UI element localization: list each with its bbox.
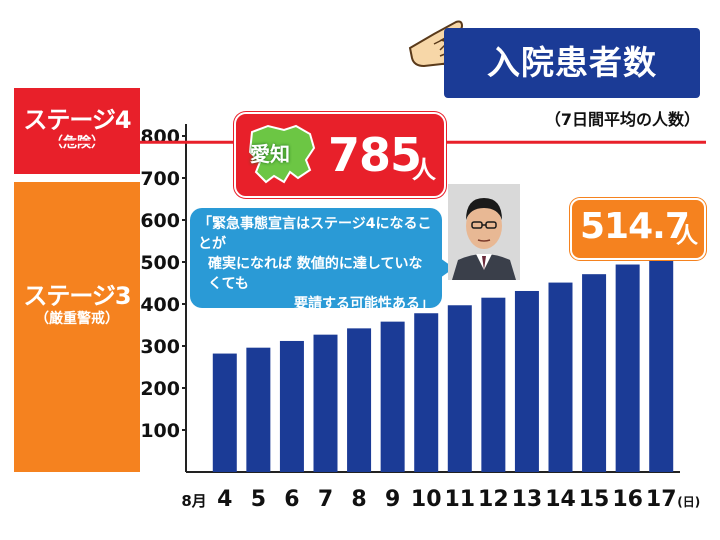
- stage3-band: ステージ3 （厳重警戒）: [14, 182, 140, 472]
- x-tick-label: 10: [411, 487, 442, 512]
- chart-title: 入院患者数: [444, 28, 700, 98]
- x-tick-label: 16: [612, 487, 643, 512]
- stage4-band: ステージ4 （危険）: [14, 88, 140, 174]
- threshold-callout: 愛知 785 人: [234, 112, 446, 198]
- y-tick-label: 400: [140, 294, 180, 316]
- x-tick-label: 17: [646, 487, 677, 512]
- stage3-sublabel: （厳重警戒）: [35, 311, 119, 327]
- x-tick-label: 14: [545, 487, 576, 512]
- bar: [649, 255, 674, 472]
- speaker-portrait: [448, 184, 520, 280]
- x-tick-label: 13: [512, 487, 543, 512]
- x-tick-label: 4: [217, 487, 232, 512]
- bar: [380, 321, 405, 472]
- stage3-label: ステージ3: [23, 282, 131, 310]
- chart-subtitle: （7日間平均の人数）: [544, 110, 700, 129]
- bar: [514, 290, 539, 472]
- threshold-value: 785: [328, 128, 422, 182]
- y-tick-label: 100: [140, 420, 180, 442]
- bar: [481, 297, 506, 472]
- bar: [548, 282, 573, 472]
- y-tick-label: 800: [140, 126, 180, 148]
- bar: [212, 353, 237, 472]
- x-tick-label: 8: [351, 487, 366, 512]
- stage4-label: ステージ4: [23, 106, 131, 134]
- y-tick-label: 700: [140, 168, 180, 190]
- x-tick-label: 11: [444, 487, 475, 512]
- x-month-label: 8月: [181, 492, 206, 510]
- bar: [447, 305, 472, 472]
- bar: [279, 340, 304, 472]
- y-tick-label: 500: [140, 252, 180, 274]
- x-tick-label: 6: [284, 487, 299, 512]
- latest-value-callout: 514.7 人: [570, 198, 706, 260]
- x-tick-label: 9: [385, 487, 400, 512]
- bar: [347, 328, 372, 472]
- x-tick-label: 7: [318, 487, 333, 512]
- bar: [414, 313, 439, 472]
- y-tick-label: 200: [140, 378, 180, 400]
- x-unit-label: (日): [677, 495, 700, 509]
- y-tick-label: 600: [140, 210, 180, 232]
- bar: [246, 347, 271, 472]
- quote-line-1: 「緊急事態宣言はステージ4になることが: [198, 216, 432, 252]
- aichi-map-icon: [248, 124, 316, 184]
- x-tick-label: 15: [579, 487, 610, 512]
- latest-value-unit: 人: [676, 224, 699, 249]
- quote-line-2: 確実になれば 数値的に達していなくても: [208, 256, 423, 292]
- quote-line-3: 要請する可能性ある」: [294, 296, 434, 312]
- bar: [615, 264, 640, 472]
- threshold-unit: 人: [412, 156, 436, 184]
- threshold-region-label: 愛知: [250, 142, 290, 166]
- quote-bubble: 「緊急事態宣言はステージ4になることが 確実になれば 数値的に達していなくても …: [190, 208, 442, 312]
- x-tick-label: 5: [251, 487, 266, 512]
- bar: [582, 274, 607, 472]
- bar: [313, 334, 338, 472]
- latest-value: 514.7: [580, 206, 690, 247]
- y-tick-label: 300: [140, 336, 180, 358]
- x-tick-label: 12: [478, 487, 509, 512]
